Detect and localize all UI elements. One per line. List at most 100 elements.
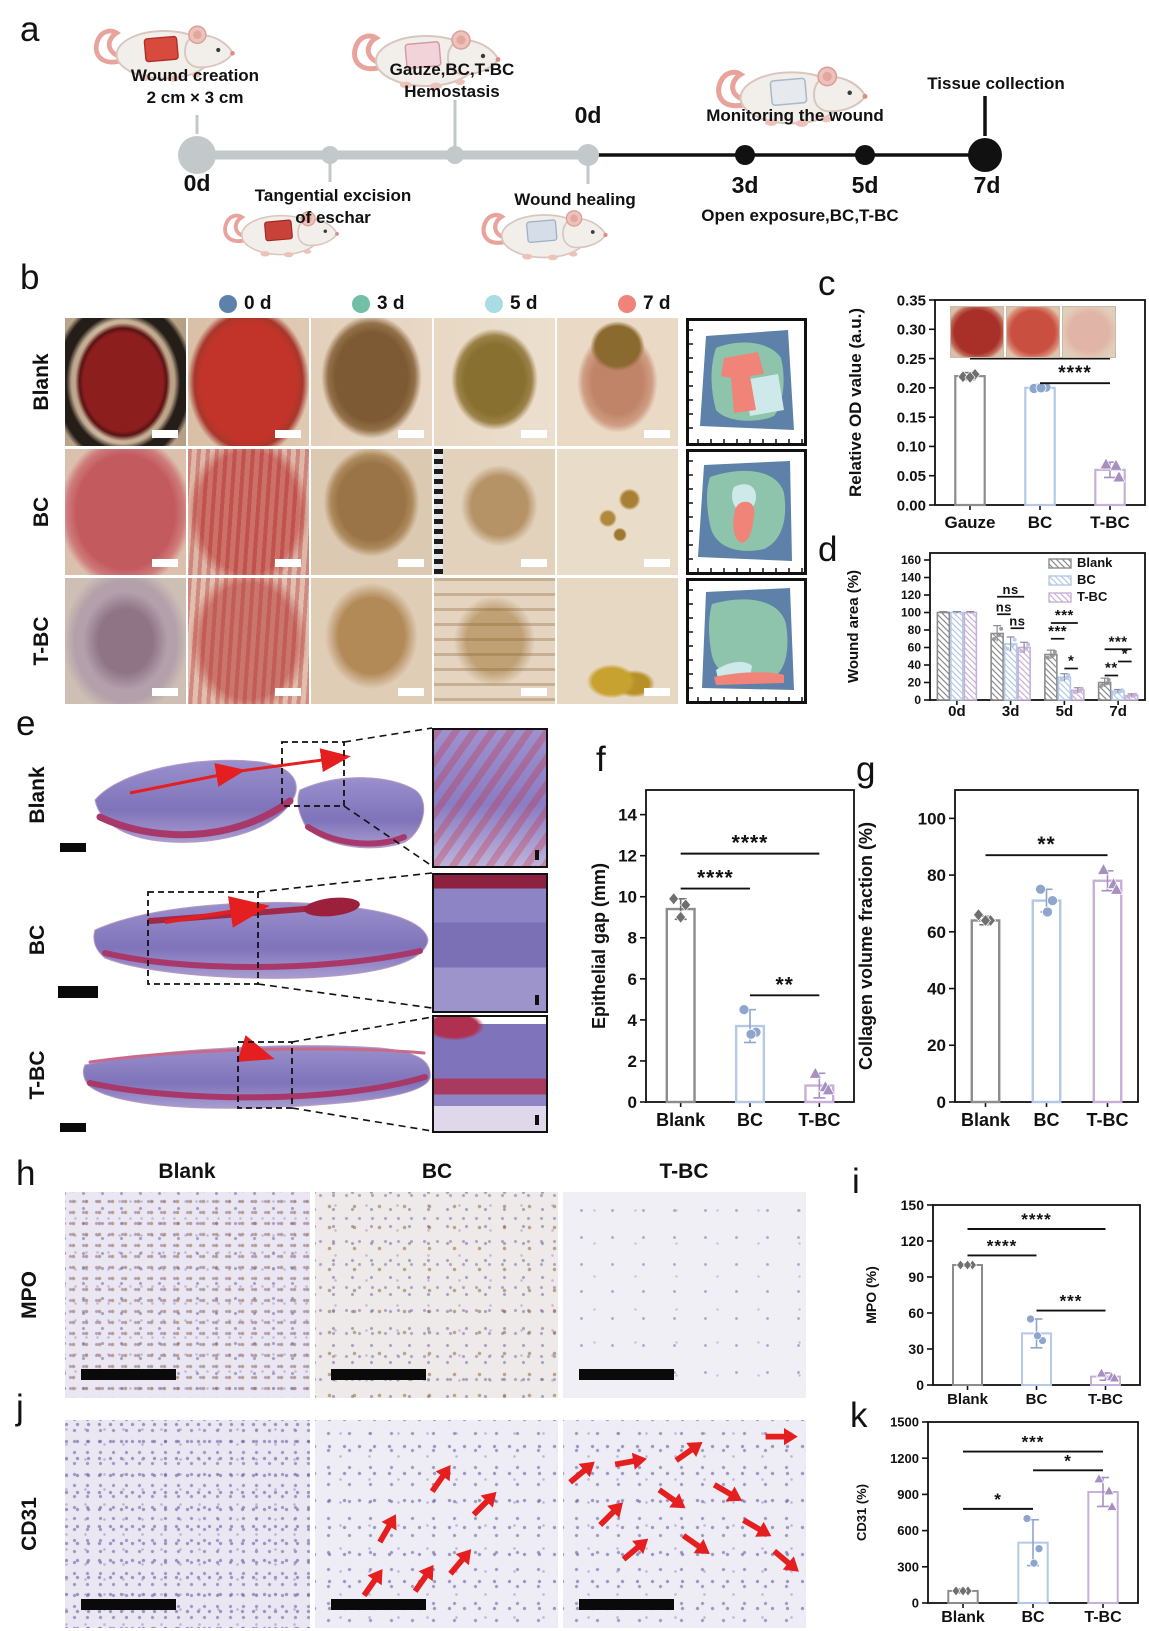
mpo-image-tbc — [563, 1192, 806, 1398]
svg-text:ns: ns — [996, 599, 1012, 614]
wound-photo-bc-1 — [65, 449, 186, 575]
ruler-strip — [434, 449, 443, 575]
chart-collagen-fraction: 0 20 40 60 80 100 Collagen volume fraction (%)… — [856, 789, 1139, 1130]
svg-text:0.30: 0.30 — [897, 322, 926, 339]
svg-text:300: 300 — [897, 1559, 919, 1574]
svg-text:4: 4 — [628, 1011, 638, 1030]
h-col-label-tbc: T-BC — [659, 1160, 709, 1183]
svg-text:MPO (%): MPO (%) — [863, 1266, 879, 1324]
svg-text:0: 0 — [914, 693, 921, 707]
b-row-label-bc: BC — [30, 496, 53, 528]
svg-text:6: 6 — [628, 970, 637, 989]
svg-text:160: 160 — [901, 553, 921, 567]
svg-text:Blank: Blank — [656, 1110, 706, 1130]
svg-text:8: 8 — [628, 929, 637, 948]
panel-label-b: b — [20, 258, 40, 297]
svg-text:20: 20 — [908, 676, 922, 690]
scale-bar — [152, 430, 178, 438]
mouse-icon — [716, 66, 868, 127]
wound-creation-label: Wound creation — [130, 66, 260, 85]
svg-text:600: 600 — [897, 1523, 919, 1538]
panel-label-k: k — [850, 1396, 868, 1435]
wound-photo-bc-5 — [557, 449, 678, 575]
panel-label-f: f — [596, 740, 606, 779]
svg-text:***: *** — [1060, 1292, 1083, 1311]
svg-text:60: 60 — [908, 1305, 924, 1321]
svg-text:*: * — [1064, 1451, 1072, 1470]
gauze-blood-photo — [950, 306, 1004, 358]
scale-bar — [81, 1369, 176, 1380]
wound-trace-map-tbc — [686, 578, 807, 704]
svg-text:80: 80 — [908, 623, 922, 637]
svg-text:Wound area (%): Wound area (%) — [845, 570, 862, 683]
svg-text:1200: 1200 — [890, 1451, 919, 1466]
legend-item-0d: 0 d — [219, 293, 271, 315]
svg-text:T-BC: T-BC — [1090, 513, 1130, 532]
scale-bar — [398, 559, 424, 567]
histology-graphic — [58, 727, 433, 1132]
svg-text:T-BC: T-BC — [1077, 589, 1108, 604]
svg-text:*: * — [994, 1490, 1002, 1509]
wound-healing-label: Wound healing — [514, 190, 636, 209]
chart-wound-area: 0 20 40 60 80 100 120 140 160 Wound area (%) 0d 3d 5… — [845, 552, 1146, 720]
mouse-icon — [352, 30, 501, 90]
scale-bar — [398, 688, 424, 696]
svg-text:*: * — [1068, 653, 1074, 670]
svg-text:40: 40 — [908, 658, 922, 672]
timeline-7d-label: 7d — [973, 172, 1001, 198]
svg-text:Blank: Blank — [1077, 555, 1113, 570]
wound-photo-blank-1 — [65, 318, 186, 446]
svg-text:0d: 0d — [948, 703, 966, 720]
wound-photo-t-bc-4 — [434, 578, 555, 704]
legend-dot-7d-icon — [618, 295, 636, 313]
svg-text:120: 120 — [901, 1233, 925, 1249]
svg-text:7d: 7d — [1109, 703, 1127, 720]
open-exposure-label: Open exposure,BC,T-BC — [701, 206, 899, 225]
vessel-arrows-tbc — [568, 1428, 799, 1572]
svg-text:0.05: 0.05 — [897, 468, 926, 485]
svg-text:BC: BC — [1077, 572, 1096, 587]
svg-text:****: **** — [1058, 363, 1092, 384]
svg-text:T-BC: T-BC — [798, 1110, 840, 1130]
svg-text:ns: ns — [1003, 582, 1019, 597]
svg-text:*: * — [1122, 646, 1128, 663]
wound-photo-blank-5 — [557, 318, 678, 446]
chart-relative-od: 0.00 0.05 0.10 0.15 0.20 0.25 0.30 0.35 Relative… — [846, 292, 1146, 532]
chart-epithelial-gap: 0 2 4 6 8 10 12 14 Epithelial gap (mm) Blank BC T-B… — [589, 789, 855, 1130]
hemostasis-label-2: Hemostasis — [404, 82, 500, 101]
scale-bar — [521, 688, 547, 696]
svg-text:CD31 (%): CD31 (%) — [854, 1484, 869, 1541]
scale-bar — [644, 430, 670, 438]
svg-text:****: **** — [1021, 1210, 1051, 1229]
timeline-3d-label: 3d — [731, 172, 759, 198]
legend-dot-3d-icon — [352, 295, 370, 313]
scale-bar — [275, 430, 301, 438]
wound-photo-bc-3 — [311, 449, 432, 575]
svg-text:Relative OD value (a.u.): Relative OD value (a.u.) — [846, 308, 865, 497]
svg-text:0: 0 — [628, 1093, 637, 1112]
svg-text:14: 14 — [618, 806, 637, 825]
tangential-label-2: of eschar — [295, 208, 371, 227]
scale-bar — [81, 1599, 176, 1610]
panel-label-e: e — [16, 704, 36, 743]
scale-bar — [152, 688, 178, 696]
svg-text:T-BC: T-BC — [1088, 1391, 1123, 1408]
scale-bar — [521, 430, 547, 438]
tissue-collection-label: Tissue collection — [927, 74, 1065, 93]
svg-text:10: 10 — [618, 888, 637, 907]
svg-text:0.25: 0.25 — [897, 351, 926, 368]
scale-bar — [331, 1599, 426, 1610]
wound-trace-map-bc — [686, 449, 807, 575]
svg-text:0: 0 — [912, 1596, 919, 1611]
panel-label-h: h — [16, 1154, 36, 1193]
histology-inset-tbc — [432, 1015, 548, 1133]
svg-text:**: ** — [1037, 833, 1055, 856]
panel-label-c: c — [818, 264, 836, 303]
svg-text:3d: 3d — [1002, 703, 1020, 720]
legend-label-7d: 7 d — [643, 293, 671, 314]
vessel-arrows-bc — [361, 1465, 497, 1598]
scale-bar — [644, 688, 670, 696]
mpo-row-label: MPO — [18, 1271, 41, 1319]
svg-text:Gauze: Gauze — [944, 513, 995, 532]
scale-bar — [579, 1599, 674, 1610]
